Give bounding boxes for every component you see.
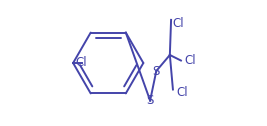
Text: Cl: Cl bbox=[172, 17, 184, 30]
Text: S: S bbox=[153, 65, 160, 77]
Text: S: S bbox=[146, 94, 154, 107]
Text: Cl: Cl bbox=[75, 56, 87, 70]
Text: Cl: Cl bbox=[185, 54, 196, 67]
Text: Cl: Cl bbox=[176, 86, 188, 99]
